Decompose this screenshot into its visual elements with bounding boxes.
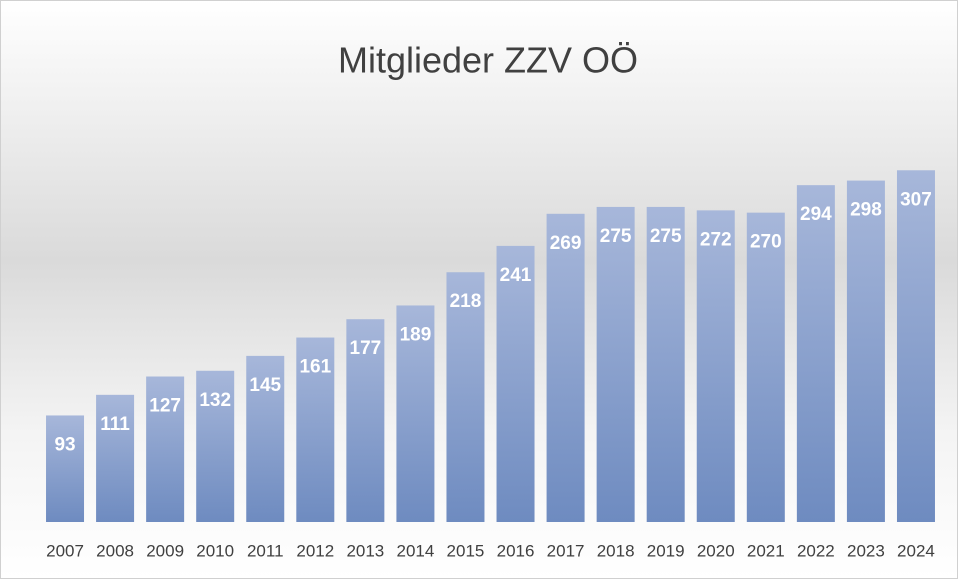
- data-label: 269: [550, 233, 582, 254]
- x-tick-label: 2022: [797, 541, 835, 560]
- x-tick-label: 2007: [46, 541, 84, 560]
- data-label: 132: [199, 390, 231, 411]
- bar: [696, 210, 735, 522]
- data-label: 111: [100, 414, 130, 435]
- bar: [746, 212, 785, 522]
- x-tick-label: 2024: [897, 541, 935, 560]
- data-label: 189: [400, 324, 432, 345]
- data-label: 275: [650, 226, 682, 247]
- bar: [546, 213, 585, 522]
- x-tick-label: 2018: [597, 541, 635, 560]
- chart-title: Mitglieder ZZV OÖ: [338, 40, 638, 81]
- bar: [896, 170, 935, 522]
- bar: [796, 185, 835, 522]
- bar: [646, 206, 685, 522]
- data-label: 275: [600, 226, 632, 247]
- data-label: 298: [850, 200, 882, 221]
- bar: [446, 272, 485, 522]
- x-tick-label: 2013: [346, 541, 384, 560]
- x-tick-label: 2021: [747, 541, 785, 560]
- bar: [346, 319, 385, 522]
- x-tick-label: 2023: [847, 541, 885, 560]
- x-tick-label: 2014: [397, 541, 435, 560]
- x-tick-label: 2019: [647, 541, 685, 560]
- data-label: 270: [750, 232, 782, 253]
- bar: [496, 245, 535, 522]
- data-label: 127: [149, 396, 181, 417]
- bar: [596, 206, 635, 522]
- x-tick-label: 2017: [547, 541, 585, 560]
- data-label: 307: [900, 189, 932, 210]
- bar: [96, 394, 135, 522]
- x-tick-label: 2011: [247, 541, 284, 560]
- x-tick-label: 2009: [146, 541, 184, 560]
- data-label: 294: [800, 204, 832, 225]
- bar: [296, 337, 335, 522]
- x-tick-label: 2015: [447, 541, 485, 560]
- data-label: 93: [54, 434, 75, 455]
- bar: [196, 370, 235, 522]
- data-label: 161: [299, 357, 331, 378]
- bar: [146, 376, 185, 522]
- data-label: 272: [700, 229, 732, 250]
- data-label: 145: [249, 375, 281, 396]
- data-label: 241: [500, 265, 532, 286]
- data-label: 218: [450, 291, 482, 312]
- bar: [396, 305, 435, 522]
- bar: [846, 180, 885, 522]
- bar: [46, 415, 85, 522]
- x-tick-label: 2020: [697, 541, 735, 560]
- x-tick-label: 2012: [296, 541, 334, 560]
- data-label: 177: [350, 338, 382, 359]
- x-tick-label: 2010: [196, 541, 234, 560]
- x-tick-label: 2016: [497, 541, 535, 560]
- bar: [246, 355, 285, 522]
- x-tick-label: 2008: [96, 541, 134, 560]
